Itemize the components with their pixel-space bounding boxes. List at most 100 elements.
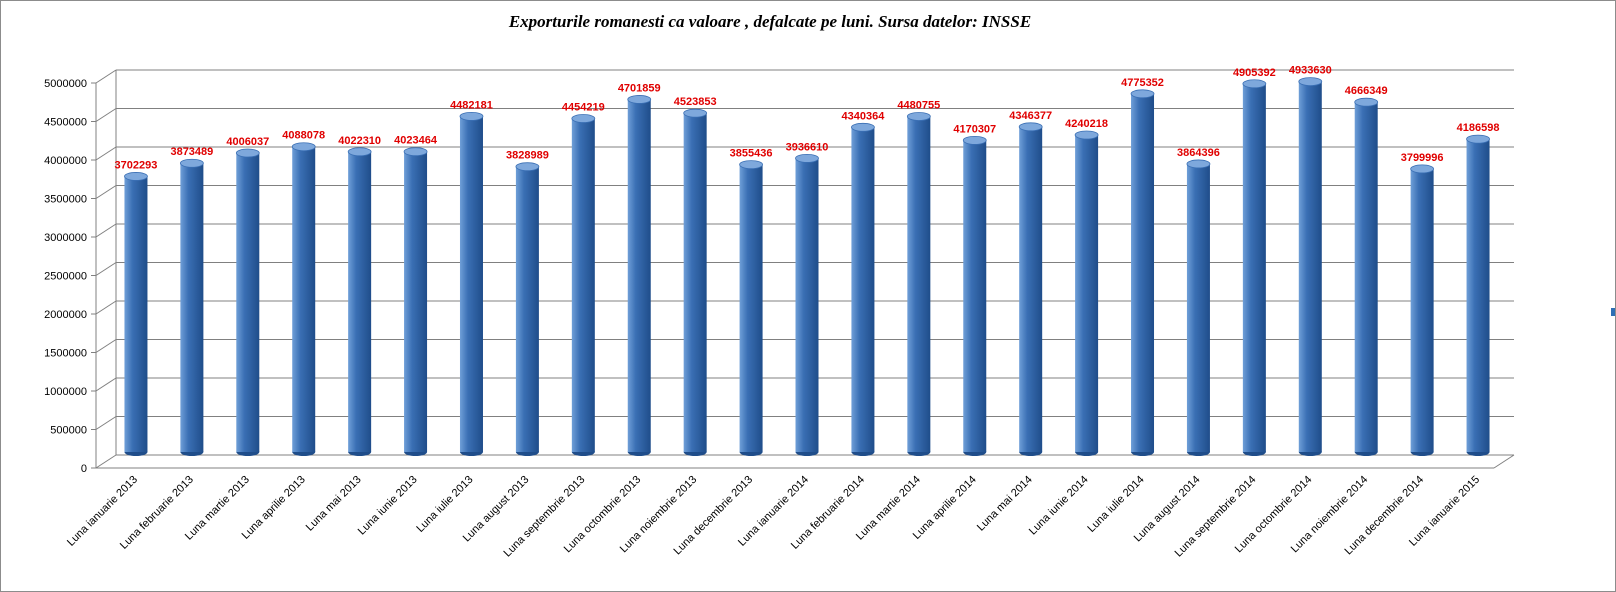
bar-body xyxy=(515,166,539,452)
x-tick-label: Luna iunie 2013 xyxy=(356,474,420,538)
bar xyxy=(795,153,819,456)
data-label: 4905392 xyxy=(1233,67,1276,79)
bar-body xyxy=(1354,102,1378,452)
gridline-side xyxy=(95,377,117,392)
chart-title: Exporturile romanesti ca valoare , defal… xyxy=(508,12,1032,31)
x-tick-label: Luna iulie 2014 xyxy=(1085,474,1146,535)
bar-body xyxy=(627,99,651,453)
data-label: 4701859 xyxy=(618,82,661,94)
bar-body xyxy=(683,113,707,452)
data-label: 4523853 xyxy=(674,96,717,108)
bar-body xyxy=(1298,81,1322,453)
data-label: 3799996 xyxy=(1401,152,1444,164)
bar-top xyxy=(851,122,875,132)
gridline-side xyxy=(95,416,117,430)
bar-top xyxy=(1186,159,1211,169)
bar-body xyxy=(571,118,595,452)
data-label: 4454219 xyxy=(562,102,605,114)
y-tick-label: 5000000 xyxy=(44,78,87,90)
floor-right-edge xyxy=(1493,454,1515,469)
bar-body xyxy=(795,158,819,452)
bar xyxy=(683,108,708,456)
bar-body xyxy=(1186,163,1210,452)
bar-top xyxy=(683,108,708,118)
bar-layer xyxy=(124,77,1490,456)
axis-layer: 0 500000 1000000 1500000 2000000 2500000 30000… xyxy=(44,70,1515,475)
gridline-side xyxy=(95,262,117,276)
bar-top xyxy=(1242,79,1267,89)
bar-top xyxy=(962,135,987,145)
bar-body xyxy=(292,146,316,452)
y-tick-label: 2000000 xyxy=(44,309,87,321)
y-tick-label: 2500000 xyxy=(44,271,87,283)
bar-top xyxy=(906,112,931,121)
y-tick-label: 0 xyxy=(81,463,87,475)
bar xyxy=(515,162,540,456)
bar-top xyxy=(403,147,428,157)
data-label: 4933630 xyxy=(1289,65,1332,77)
data-label: 4775352 xyxy=(1121,77,1164,89)
bar xyxy=(403,147,428,456)
bar xyxy=(1354,97,1379,456)
bar-top xyxy=(124,172,148,181)
data-label: 3855436 xyxy=(730,148,773,160)
bar xyxy=(571,114,596,456)
bar xyxy=(124,172,148,456)
data-label: 4186598 xyxy=(1457,122,1500,134)
bar xyxy=(459,111,484,456)
bar-body xyxy=(963,140,987,453)
bar-body xyxy=(348,151,372,452)
bar-top xyxy=(1298,77,1323,87)
data-label: 3702293 xyxy=(115,159,158,171)
bar xyxy=(1018,122,1043,456)
bar xyxy=(1298,77,1323,456)
y-tick-label: 3000000 xyxy=(44,232,87,244)
bar xyxy=(291,142,316,456)
bar-top xyxy=(795,153,819,163)
bar-body xyxy=(1466,139,1490,452)
bar-body xyxy=(180,163,204,453)
gridline-side xyxy=(95,300,117,315)
bar xyxy=(1186,159,1211,456)
bar-body xyxy=(124,176,148,452)
gridline-side xyxy=(95,454,117,469)
bar xyxy=(962,135,987,456)
bar xyxy=(1410,164,1435,456)
data-label: 4088078 xyxy=(282,130,325,142)
bar-top xyxy=(179,158,204,168)
y-tick-label: 4000000 xyxy=(44,155,87,167)
bar-body xyxy=(851,127,875,453)
bar xyxy=(179,158,204,456)
data-label: 4006037 xyxy=(226,136,269,148)
y-tick-label: 3500000 xyxy=(44,194,87,206)
bar-body xyxy=(1019,126,1043,452)
bar xyxy=(1130,89,1155,456)
bar xyxy=(1074,130,1099,456)
bar-top xyxy=(291,142,316,152)
y-tick-label: 4500000 xyxy=(44,117,87,129)
gridline-side xyxy=(95,146,117,161)
x-tick-label: Luna iunie 2014 xyxy=(1027,474,1091,538)
data-label: 4022310 xyxy=(338,135,381,147)
data-label: 4340364 xyxy=(842,110,886,122)
data-label: 4346377 xyxy=(1009,110,1052,122)
gridline-side xyxy=(95,185,117,199)
bar xyxy=(906,112,931,456)
bar-body xyxy=(1410,168,1434,452)
bar xyxy=(627,95,652,456)
bar xyxy=(851,122,875,456)
bar-body xyxy=(739,164,763,453)
legend-marker xyxy=(1611,308,1615,316)
y-tick-label: 500000 xyxy=(50,425,87,437)
bar-body xyxy=(1242,83,1266,452)
bar-top xyxy=(1130,89,1155,99)
data-label: 4170307 xyxy=(953,123,996,135)
bar-body xyxy=(236,153,260,452)
data-label: 3873489 xyxy=(170,146,213,158)
data-label: 4666349 xyxy=(1345,85,1388,97)
bar-body xyxy=(907,116,931,452)
bar-top xyxy=(571,114,596,123)
data-label: 4480755 xyxy=(897,99,940,111)
bar xyxy=(1466,134,1490,456)
